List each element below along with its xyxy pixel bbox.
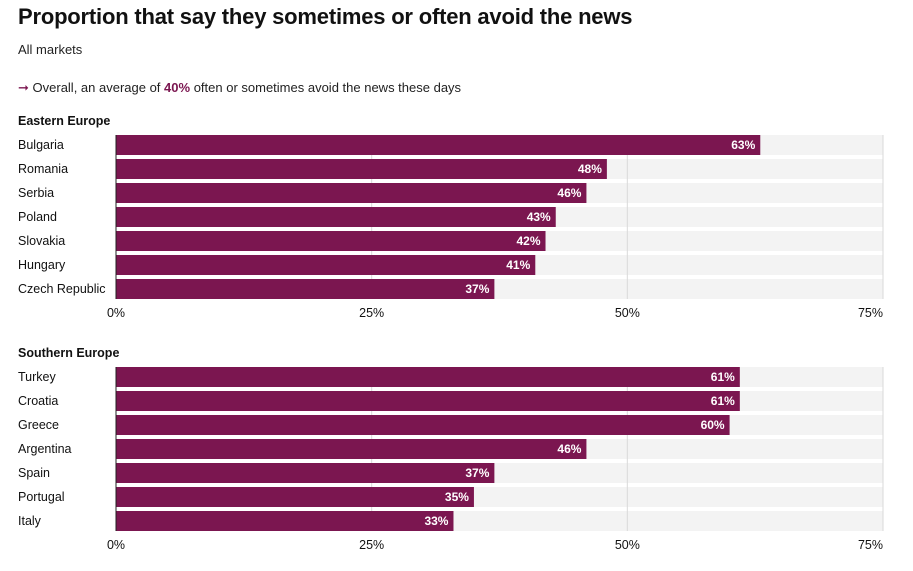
bar-serbia <box>116 183 587 203</box>
value-label: 61% <box>711 370 735 384</box>
category-label: Serbia <box>18 186 54 200</box>
panel-title: Eastern Europe <box>18 114 111 128</box>
value-label: 46% <box>557 442 581 456</box>
category-label: Bulgaria <box>18 138 64 152</box>
category-label: Poland <box>18 210 57 224</box>
note-suffix: often or sometimes avoid the news these … <box>190 80 462 95</box>
x-tick-label: 0% <box>107 306 125 320</box>
value-label: 37% <box>465 282 489 296</box>
x-tick-label: 0% <box>107 538 125 552</box>
value-label: 48% <box>578 162 602 176</box>
bar-slovakia <box>116 231 546 251</box>
bar-czech-republic <box>116 279 495 299</box>
category-label: Argentina <box>18 442 72 456</box>
value-label: 61% <box>711 394 735 408</box>
bar-turkey <box>116 367 740 387</box>
bar-greece <box>116 415 730 435</box>
bar-poland <box>116 207 556 227</box>
category-label: Czech Republic <box>18 282 106 296</box>
value-label: 42% <box>516 234 540 248</box>
category-label: Portugal <box>18 490 65 504</box>
value-label: 41% <box>506 258 530 272</box>
panel-title: Southern Europe <box>18 346 120 360</box>
x-tick-label: 25% <box>359 538 384 552</box>
value-label: 63% <box>731 138 755 152</box>
summary-note: ➞ Overall, an average of 40% often or so… <box>18 80 461 96</box>
x-tick-label: 25% <box>359 306 384 320</box>
chart-title: Proportion that say they sometimes or of… <box>18 4 633 29</box>
value-label: 35% <box>445 490 469 504</box>
value-label: 33% <box>424 514 448 528</box>
bar-spain <box>116 463 495 483</box>
bar-chart-eastern-europe: Bulgaria 63% Romania 48% Serbia 46% Poland 43% S… <box>18 135 884 320</box>
bar-romania <box>116 159 607 179</box>
x-tick-label: 50% <box>615 538 640 552</box>
category-label: Spain <box>18 466 50 480</box>
x-tick-label: 75% <box>858 538 883 552</box>
note-highlight: 40% <box>164 80 191 95</box>
category-label: Greece <box>18 418 59 432</box>
bar-argentina <box>116 439 587 459</box>
value-label: 46% <box>557 186 581 200</box>
bar-hungary <box>116 255 536 275</box>
arrow-right-icon: ➞ <box>18 80 29 95</box>
value-label: 60% <box>701 418 725 432</box>
bar-portugal <box>116 487 474 507</box>
category-label: Romania <box>18 162 68 176</box>
bar-italy <box>116 511 454 531</box>
value-label: 37% <box>465 466 489 480</box>
bar-bulgaria <box>116 135 761 155</box>
category-label: Hungary <box>18 258 66 272</box>
x-tick-label: 75% <box>858 306 883 320</box>
category-label: Croatia <box>18 394 58 408</box>
note-prefix: Overall, an average of <box>28 80 165 95</box>
x-tick-label: 50% <box>615 306 640 320</box>
chart-subtitle: All markets <box>18 42 83 57</box>
category-label: Turkey <box>18 370 56 384</box>
bar-croatia <box>116 391 740 411</box>
category-label: Slovakia <box>18 234 65 248</box>
category-label: Italy <box>18 514 42 528</box>
value-label: 43% <box>527 210 551 224</box>
